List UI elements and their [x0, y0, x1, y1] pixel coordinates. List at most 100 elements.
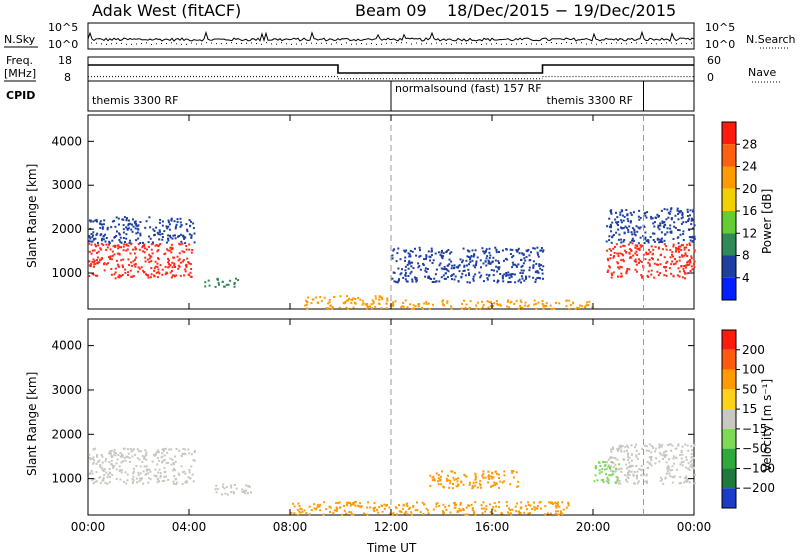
- nsearch-point: [531, 43, 532, 45]
- scatter-cell: [331, 306, 334, 308]
- scatter-cell: [648, 449, 651, 452]
- scatter-cell: [502, 249, 504, 252]
- scatter-cell: [479, 307, 482, 310]
- scatter-cell: [109, 257, 112, 260]
- scatter-cell: [299, 507, 302, 510]
- scatter-cell: [486, 300, 489, 303]
- scatter-cell: [118, 465, 121, 468]
- scatter-cell: [188, 233, 191, 236]
- scatter-cell: [542, 307, 545, 310]
- scatter-cell: [661, 248, 664, 251]
- scatter-cell: [377, 511, 380, 514]
- scatter-cell: [476, 256, 479, 259]
- scatter-cell: [167, 234, 170, 237]
- scatter-cell: [415, 280, 418, 283]
- nsearch-point: [641, 42, 642, 44]
- scatter-cell: [361, 303, 364, 306]
- scatter-cell: [129, 252, 132, 255]
- scatter-cell: [474, 501, 477, 504]
- scatter-cell: [670, 217, 673, 220]
- scatter-cell: [329, 511, 331, 513]
- scatter-cell: [662, 454, 665, 457]
- scatter-cell: [482, 501, 485, 504]
- scatter-cell: [536, 505, 539, 507]
- freq-tick-top: 18: [58, 54, 72, 67]
- scatter-cell: [629, 256, 632, 259]
- scatter-cell: [503, 474, 506, 477]
- scatter-cell: [179, 225, 182, 228]
- scatter-cell: [632, 474, 635, 477]
- scatter-cell: [174, 460, 177, 463]
- scatter-cell: [343, 509, 346, 512]
- scatter-cell: [535, 307, 538, 310]
- scatter-cell: [606, 271, 609, 273]
- scatter-cell: [523, 257, 526, 260]
- scatter-cell: [652, 257, 654, 260]
- scatter-cell: [469, 261, 472, 264]
- cpid-segment-label: themis 3300 RF: [92, 94, 179, 107]
- scatter-cell: [430, 254, 433, 257]
- scatter-cell: [407, 275, 410, 277]
- scatter-cell: [135, 465, 138, 467]
- scatter-cell: [617, 468, 620, 471]
- scatter-cell: [167, 249, 170, 252]
- scatter-cell: [457, 266, 459, 269]
- scatter-cell: [645, 216, 648, 219]
- scatter-cell: [418, 246, 421, 249]
- scatter-cell: [627, 446, 630, 449]
- scatter-cell: [486, 277, 489, 280]
- scatter-cell: [366, 506, 369, 509]
- scatter-cell: [323, 501, 326, 504]
- scatter-cell: [396, 281, 399, 284]
- scatter-cell: [462, 270, 465, 272]
- time-axis-label: Time UT: [366, 541, 417, 554]
- scatter-cell: [586, 301, 588, 304]
- scatter-cell: [189, 224, 192, 227]
- scatter-cell: [132, 472, 135, 475]
- nsearch-point: [506, 43, 507, 45]
- scatter-cell: [293, 512, 296, 515]
- scatter-cell: [534, 278, 537, 281]
- scatter-cell: [615, 469, 618, 472]
- scatter-cell: [101, 237, 104, 240]
- scatter-cell: [513, 263, 516, 266]
- nsearch-point: [411, 43, 412, 45]
- scatter-cell: [681, 445, 684, 448]
- scatter-cell: [627, 471, 630, 474]
- scatter-cell: [124, 241, 126, 243]
- scatter-cell: [437, 477, 440, 480]
- scatter-cell: [650, 444, 653, 447]
- scatter-cell: [417, 266, 420, 269]
- scatter-cell: [619, 275, 622, 278]
- nsearch-point: [536, 43, 537, 45]
- scatter-cell: [682, 221, 685, 224]
- scatter-cell: [593, 480, 596, 483]
- scatter-cell: [241, 488, 244, 491]
- scatter-cell: [432, 259, 435, 262]
- scatter-cell: [102, 244, 105, 246]
- scatter-cell: [154, 265, 157, 268]
- scatter-cell: [130, 228, 133, 231]
- colorbar-tick-label: 12: [742, 226, 757, 240]
- scatter-cell: [556, 501, 559, 504]
- nsearch-point: [151, 43, 152, 45]
- scatter-cell: [161, 268, 164, 271]
- scatter-cell: [663, 274, 666, 277]
- scatter-cell: [173, 469, 176, 472]
- scatter-cell: [118, 232, 121, 235]
- colorbar-tick-label: 20: [742, 182, 757, 196]
- scatter-cell: [687, 462, 690, 465]
- scatter-cell: [691, 466, 693, 469]
- scatter-cell: [641, 447, 644, 450]
- scatter-cell: [122, 218, 125, 221]
- scatter-cell: [656, 237, 659, 240]
- scatter-cell: [119, 236, 122, 239]
- scatter-cell: [161, 238, 164, 241]
- scatter-cell: [608, 235, 611, 238]
- scatter-cell: [215, 484, 218, 487]
- scatter-cell: [167, 237, 169, 240]
- scatter-cell: [616, 477, 619, 480]
- scatter-cell: [185, 245, 188, 247]
- scatter-cell: [617, 224, 619, 227]
